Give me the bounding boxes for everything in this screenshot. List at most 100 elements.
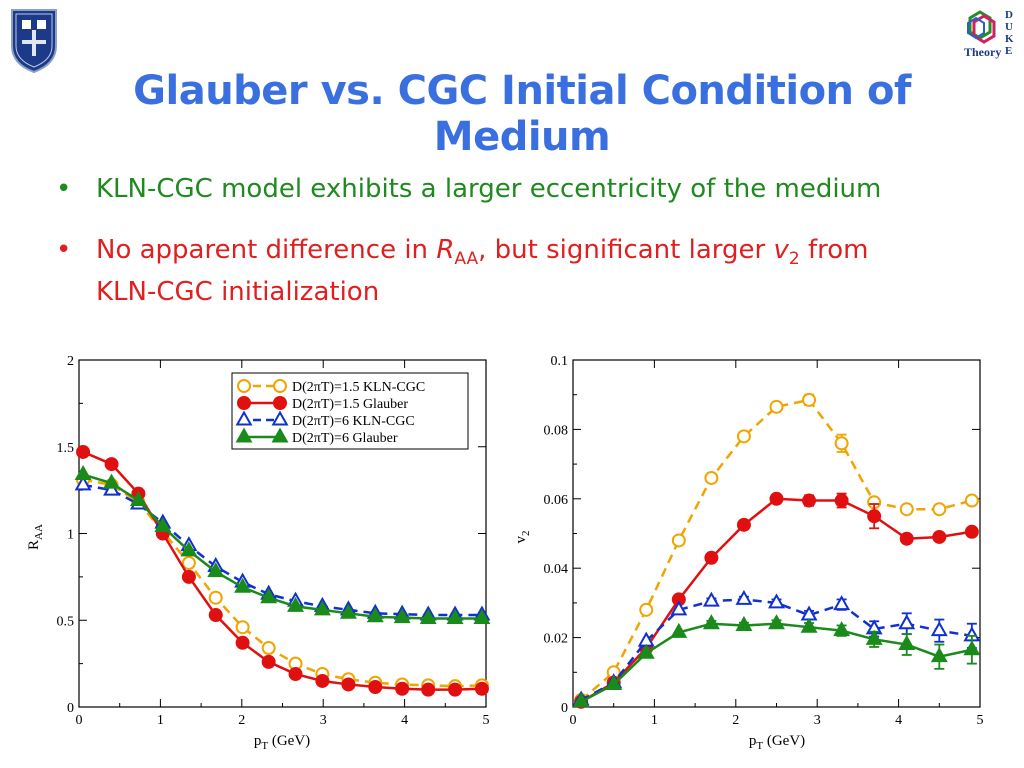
data-point (704, 470, 719, 485)
series-3 (74, 464, 491, 625)
university-crest-logo (6, 6, 62, 76)
legend-entry: D(2πT)=1.5 KLN-CGC (237, 379, 425, 395)
legend-entry: D(2πT)=6 Glauber (235, 427, 398, 446)
duke-theory-logo: D U K E Theory (958, 6, 1018, 64)
legend-marker (271, 410, 289, 426)
bullet-dot: • (56, 174, 72, 204)
data-point (181, 569, 196, 584)
bullet-text-line1: No apparent difference in RAA, but signi… (96, 235, 869, 270)
data-point (769, 491, 784, 506)
data-point (865, 629, 883, 645)
data-point (207, 562, 225, 578)
data-point (671, 533, 686, 548)
legend-entry: D(2πT)=1.5 Glauber (237, 396, 408, 412)
data-point (154, 517, 172, 533)
data-point (736, 517, 751, 532)
data-point (104, 457, 119, 472)
data-point (446, 608, 464, 625)
data-point (704, 550, 719, 565)
x-tick-label: 5 (977, 713, 984, 728)
y-tick-label: 0.06 (544, 493, 569, 508)
x-tick-label: 1 (651, 713, 658, 728)
data-point (736, 429, 751, 444)
x-axis-label: pT (GeV) (254, 733, 310, 752)
data-point (735, 589, 753, 605)
data-point (235, 635, 250, 650)
data-point (287, 596, 304, 612)
data-point (639, 602, 654, 617)
hexagon-logo-icon: D U K E Theory (964, 9, 1014, 59)
data-point (474, 681, 489, 696)
data-point (393, 608, 411, 624)
logo-letter-u: U (1005, 21, 1013, 33)
series-line (82, 483, 482, 617)
series-3 (572, 614, 981, 708)
data-point (181, 555, 196, 570)
data-point (341, 677, 356, 692)
y-axis-label: v2 (515, 531, 532, 544)
y-tick-label: 0.5 (57, 614, 75, 629)
data-point (261, 654, 276, 669)
x-tick-label: 3 (320, 713, 327, 728)
data-point (315, 673, 330, 688)
data-point (833, 621, 851, 637)
series-line (82, 473, 482, 620)
data-point (368, 680, 383, 695)
data-point (802, 493, 817, 508)
data-point (834, 493, 849, 508)
data-point (419, 608, 437, 625)
raa-chart: 0 1 2 3 4 5 0 0.5 1 1.5 2 D(2πT)=1.5 KLN-CGC D(2πT)… (26, 354, 491, 752)
data-point (313, 600, 331, 616)
y-axis-label: RAA (26, 524, 45, 550)
data-point (395, 681, 410, 696)
data-point (963, 640, 981, 656)
bullet-dot: • (56, 235, 72, 265)
data-point (74, 475, 92, 491)
series-line (82, 478, 482, 688)
data-point (670, 622, 688, 638)
data-point (800, 617, 818, 633)
y-tick-label: 0 (561, 701, 568, 716)
data-point (180, 541, 198, 557)
y-tick-label: 0.1 (551, 354, 569, 369)
x-tick-label: 0 (76, 713, 83, 728)
x-tick-label: 3 (814, 713, 821, 728)
data-point (339, 603, 357, 619)
y-tick-label: 0.08 (544, 423, 569, 438)
x-tick-label: 2 (732, 713, 739, 728)
y-tick-label: 0 (67, 701, 74, 716)
data-point (768, 614, 785, 630)
x-tick-label: 1 (157, 713, 164, 728)
legend-marker (273, 379, 287, 393)
legend-marker (237, 379, 251, 393)
shield-crest-icon (11, 9, 57, 74)
data-point (637, 643, 655, 659)
slide-title: Glauber vs. CGC Initial Condition of Med… (133, 68, 911, 160)
x-axis-label: pT (GeV) (749, 733, 805, 752)
y-tick-label: 1.5 (57, 441, 75, 456)
y-tick-label: 1 (67, 528, 74, 543)
legend-label: D(2πT)=1.5 Glauber (292, 397, 408, 412)
v2-chart: 0 1 2 3 4 5 0 0.02 0.04 0.06 0.08 0.1 v2 pT (GeV) (515, 354, 984, 752)
x-tick-label: 0 (570, 713, 577, 728)
data-point (834, 436, 849, 451)
data-point (769, 399, 784, 414)
legend-marker (235, 427, 253, 443)
data-point (899, 531, 914, 546)
data-point (103, 473, 121, 489)
legend-label: D(2πT)=6 KLN-CGC (292, 414, 415, 429)
data-point (208, 608, 223, 623)
data-point (605, 674, 623, 690)
bullet-text: KLN-CGC model exhibits a larger eccentri… (96, 174, 882, 204)
data-point (234, 577, 252, 593)
data-point (288, 667, 303, 682)
data-point (964, 524, 979, 539)
data-point (802, 392, 817, 407)
data-point (932, 502, 947, 517)
logo-letter-d: D (1005, 9, 1013, 21)
legend-marker (271, 427, 289, 443)
data-point (74, 464, 92, 481)
data-point (572, 692, 590, 708)
data-point (366, 607, 384, 623)
x-tick-label: 2 (238, 713, 245, 728)
